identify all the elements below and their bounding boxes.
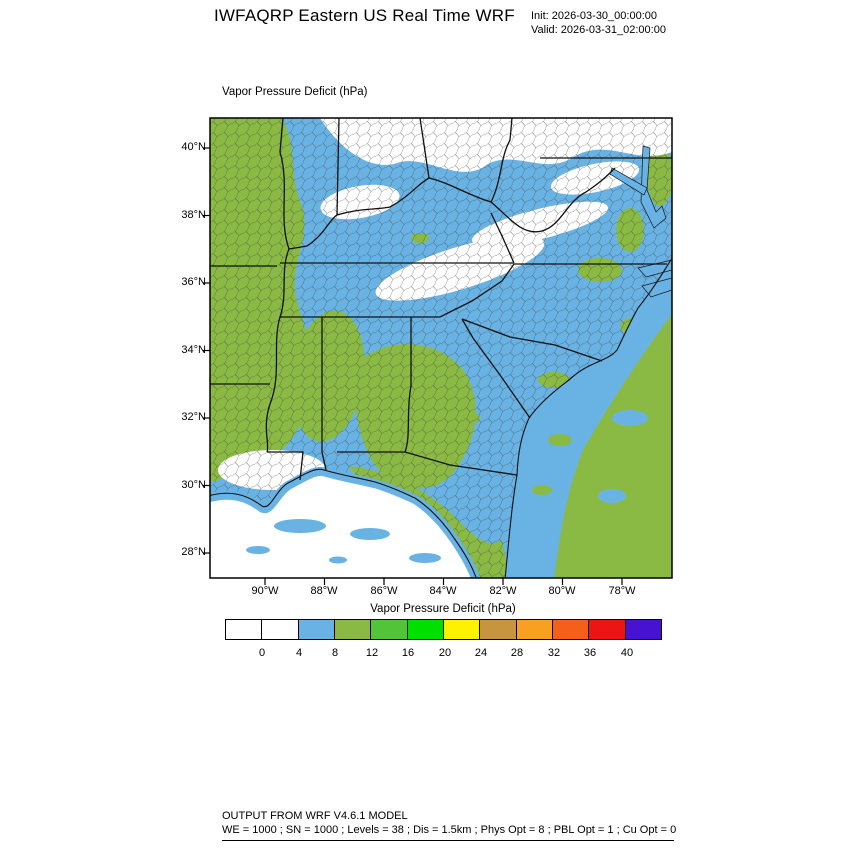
y-tick-label: 40°N	[181, 141, 206, 153]
y-tick-label: 28°N	[181, 546, 206, 558]
chesapeake-bay-and-sounds	[609, 145, 672, 298]
map-frame	[209, 117, 673, 579]
y-tick-label: 36°N	[181, 276, 206, 288]
colorbar-cell	[551, 619, 590, 640]
x-tick-label: 80°W	[548, 585, 576, 597]
state-borders	[210, 118, 672, 481]
y-tick-label: 30°N	[181, 479, 206, 491]
x-tick-label: 86°W	[370, 585, 398, 597]
colorbar-cell	[515, 619, 553, 640]
valid-time: Valid: 2026-03-31_02:00:00	[531, 24, 666, 36]
x-tick-label: 90°W	[251, 585, 279, 597]
colorbar-tick-label: 32	[547, 647, 561, 659]
colorbar-tick-label: 12	[365, 647, 379, 659]
x-tick-label: 88°W	[310, 585, 338, 597]
page-title: IWFAQRP Eastern US Real Time WRF	[214, 6, 515, 25]
run-metadata: Init: 2026-03-30_00:00:00 Valid: 2026-03…	[531, 9, 666, 37]
y-tick-label: 38°N	[181, 209, 206, 221]
colorbar-tick-label: 20	[438, 647, 452, 659]
colorbar-tick-label: 40	[620, 647, 634, 659]
colorbar-cell	[479, 619, 517, 640]
x-tick-label: 82°W	[489, 585, 517, 597]
colorbar-tick-label: 36	[583, 647, 597, 659]
axis-ticks	[203, 147, 623, 585]
colorbar-cell	[225, 619, 263, 640]
y-tick-label: 32°N	[181, 411, 206, 423]
footer-rule	[222, 840, 674, 841]
colorbar-tick-label: 28	[510, 647, 524, 659]
colorbar-cell	[588, 619, 626, 640]
footer-config-line: WE = 1000 ; SN = 1000 ; Levels = 38 ; Di…	[222, 824, 677, 836]
colorbar-cell	[370, 619, 408, 640]
colorbar-cell	[406, 619, 444, 640]
y-tick-label: 34°N	[181, 344, 206, 356]
vpd-map	[203, 117, 673, 585]
colorbar-cell	[624, 619, 662, 640]
colorbar-cell	[442, 619, 481, 640]
gulf-of-mexico	[210, 466, 481, 578]
coastline	[210, 257, 672, 578]
colorbar-tick-label: 0	[258, 647, 266, 659]
x-tick-label: 84°W	[429, 585, 457, 597]
x-tick-label: 78°W	[608, 585, 636, 597]
colorbar-tick-label: 24	[474, 647, 488, 659]
colorbar-cell	[297, 619, 335, 640]
field-label: Vapor Pressure Deficit (hPa)	[222, 86, 368, 98]
colorbar-tick-label: 16	[401, 647, 415, 659]
colorbar-tick-label: 4	[295, 647, 303, 659]
colorbar-cell	[261, 619, 299, 640]
colorbar-cell	[333, 619, 372, 640]
colorbar-tick-label: 8	[331, 647, 339, 659]
colorbar-title: Vapor Pressure Deficit (hPa)	[370, 603, 516, 615]
atlantic-ocean	[505, 258, 672, 578]
footer-model-line: OUTPUT FROM WRF V4.6.1 MODEL	[222, 810, 408, 822]
colorbar	[225, 619, 662, 640]
init-time: Init: 2026-03-30_00:00:00	[531, 10, 657, 22]
